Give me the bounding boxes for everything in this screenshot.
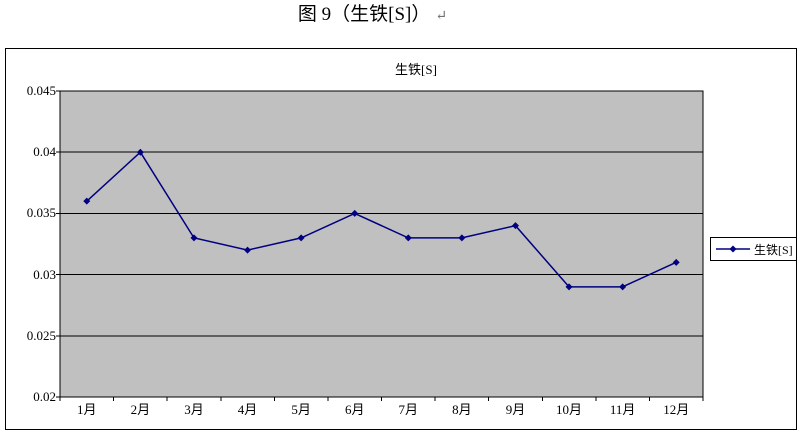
document-title-text: 图 9（生铁[S]） — [297, 4, 431, 25]
y-axis-label: 0.045 — [26, 83, 56, 98]
data-point — [244, 246, 252, 254]
document-title: 图 9（生铁[S]） ↵ — [0, 3, 800, 29]
x-axis-label: 12月 — [663, 402, 690, 417]
x-axis-label: 11月 — [609, 402, 636, 417]
legend-marker-icon — [716, 245, 750, 253]
x-axis-label: 10月 — [556, 402, 583, 417]
y-axis-label: 0.02 — [33, 389, 56, 404]
data-point — [190, 234, 198, 242]
plot-background — [59, 90, 704, 398]
y-axis-label: 0.025 — [26, 327, 56, 343]
x-axis-label: 9月 — [505, 402, 526, 417]
legend[interactable]: 生铁[S] — [710, 237, 797, 261]
chart-object[interactable]: 生铁[S] 0.045 0.04 0.035 0.03 0.025 0.02 1月 2月 3月… — [5, 48, 797, 430]
data-point — [351, 209, 359, 217]
x-axis-label: 7月 — [398, 402, 419, 417]
x-axis-label: 8月 — [452, 402, 472, 417]
legend-label: 生铁[S] — [754, 242, 793, 257]
y-axis-label: 0.03 — [33, 266, 56, 282]
data-point — [136, 148, 144, 156]
data-point — [458, 234, 466, 242]
x-axis-label: 5月 — [291, 402, 311, 417]
series-line — [86, 151, 677, 288]
x-axis-label: 3月 — [184, 402, 204, 417]
x-axis-label: 4月 — [237, 402, 258, 417]
x-axis-label: 2月 — [130, 402, 151, 417]
plot-area — [56, 90, 704, 401]
data-point — [672, 258, 680, 266]
y-axis-label: 0.04 — [33, 144, 56, 160]
x-axis-label: 1月 — [77, 402, 97, 417]
data-point — [619, 283, 627, 291]
x-axis-label: 6月 — [344, 402, 365, 417]
paragraph-mark-icon: ↵ — [435, 9, 448, 24]
data-point — [297, 234, 305, 242]
data-point — [83, 197, 91, 205]
data-point — [565, 283, 573, 291]
chart-title: 生铁[S] — [395, 62, 437, 77]
data-point — [404, 234, 412, 242]
y-axis-label: 0.035 — [26, 205, 56, 221]
